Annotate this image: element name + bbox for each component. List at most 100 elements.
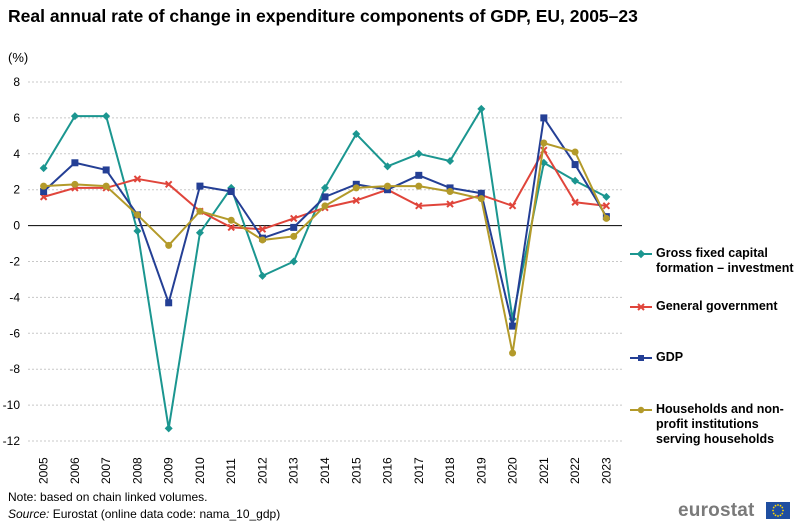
x-tick-label: 2021 <box>537 457 551 484</box>
data-point <box>196 182 204 190</box>
data-point <box>571 148 579 156</box>
x-tick-label: 2016 <box>381 457 395 484</box>
y-tick-label: -6 <box>9 326 20 340</box>
data-point <box>509 322 517 330</box>
data-point <box>352 184 360 192</box>
chart-source: Source: Eurostat (online data code: nama… <box>8 507 280 521</box>
data-point <box>509 349 517 357</box>
y-tick-label: 4 <box>13 147 20 161</box>
legend-swatch-gdp <box>630 355 652 361</box>
data-point <box>540 139 548 147</box>
data-point <box>446 200 454 208</box>
x-tick-label: 2018 <box>443 457 457 484</box>
x-tick-label: 2013 <box>287 457 301 484</box>
legend-label-gdp: GDP <box>656 350 684 364</box>
legend-label-government: General government <box>656 299 778 313</box>
data-point <box>602 192 611 201</box>
data-point <box>258 236 266 244</box>
data-point <box>70 112 79 121</box>
y-tick-label: 6 <box>13 111 20 125</box>
data-point <box>321 202 329 210</box>
chart-note: Note: based on chain linked volumes. <box>8 490 208 504</box>
data-point <box>446 187 454 195</box>
x-tick-label: 2019 <box>474 457 488 484</box>
data-point <box>477 104 486 113</box>
data-point <box>384 186 392 194</box>
data-point <box>290 232 298 240</box>
y-tick-label: -12 <box>3 434 21 448</box>
data-point <box>195 228 204 237</box>
data-point <box>352 180 360 188</box>
data-point <box>227 216 235 224</box>
data-point <box>40 187 48 195</box>
data-point <box>415 171 423 179</box>
y-tick-label: -10 <box>3 398 21 412</box>
data-point <box>508 202 517 210</box>
legend-swatch-households <box>630 406 652 414</box>
data-point <box>165 299 173 307</box>
y-tick-label: 0 <box>13 219 20 233</box>
x-tick-label: 2010 <box>193 457 207 484</box>
data-point <box>352 196 360 205</box>
data-point <box>164 424 173 433</box>
data-point <box>71 180 79 188</box>
data-point <box>133 211 141 219</box>
eu-flag-icon <box>766 502 790 519</box>
x-tick-label: 2006 <box>68 457 82 484</box>
data-point <box>571 176 580 185</box>
legend-swatch-gfcf <box>630 249 652 259</box>
data-point <box>290 223 298 231</box>
legend-label-households: Households and non-profit institutions s… <box>656 402 784 446</box>
y-tick-label: -8 <box>9 362 20 376</box>
x-tick-label: 2014 <box>318 457 332 484</box>
data-point <box>477 195 485 203</box>
data-point <box>321 193 329 201</box>
legend-label-gfcf: Gross fixed capital formation – investme… <box>656 246 794 275</box>
data-point <box>571 161 579 169</box>
x-tick-label: 2011 <box>224 458 238 484</box>
data-point <box>39 164 48 173</box>
data-point <box>290 214 298 223</box>
source-text: Eurostat (online data code: nama_10_gdp) <box>49 507 281 521</box>
data-point <box>227 187 235 195</box>
data-point <box>540 114 548 122</box>
x-tick-label: 2022 <box>568 457 582 484</box>
y-axis-unit-label: (%) <box>8 50 29 65</box>
x-tick-label: 2017 <box>412 457 426 484</box>
data-point <box>258 225 267 233</box>
chart-title: Real annual rate of change in expenditur… <box>8 6 638 26</box>
data-point <box>164 180 173 189</box>
data-point <box>102 182 110 190</box>
data-point <box>165 241 173 249</box>
x-tick-label: 2007 <box>99 457 113 484</box>
series-line-households <box>43 142 608 355</box>
y-tick-label: 2 <box>13 183 20 197</box>
data-point <box>71 159 79 167</box>
data-point <box>289 257 298 266</box>
data-point <box>133 226 142 235</box>
data-point <box>384 182 392 190</box>
data-point <box>415 202 423 210</box>
data-point <box>414 149 423 158</box>
y-tick-label: -4 <box>9 290 20 304</box>
eurostat-logo-text: eurostat <box>678 500 755 521</box>
series-gfcf <box>39 104 611 433</box>
data-point <box>415 182 423 190</box>
source-prefix: Source: <box>8 507 50 521</box>
data-point <box>40 182 48 190</box>
data-point <box>352 130 361 139</box>
legend-swatch-government <box>630 303 652 311</box>
data-point <box>602 214 610 222</box>
y-tick-label: 8 <box>13 75 20 89</box>
data-point <box>258 271 267 280</box>
data-point <box>102 112 111 121</box>
x-tick-label: 2005 <box>37 457 51 484</box>
data-point <box>196 207 204 215</box>
x-tick-label: 2015 <box>349 457 363 484</box>
data-point <box>321 183 329 192</box>
x-tick-label: 2020 <box>506 457 520 484</box>
data-point <box>446 156 455 165</box>
x-tick-label: 2008 <box>130 457 144 484</box>
series-households <box>40 139 610 357</box>
